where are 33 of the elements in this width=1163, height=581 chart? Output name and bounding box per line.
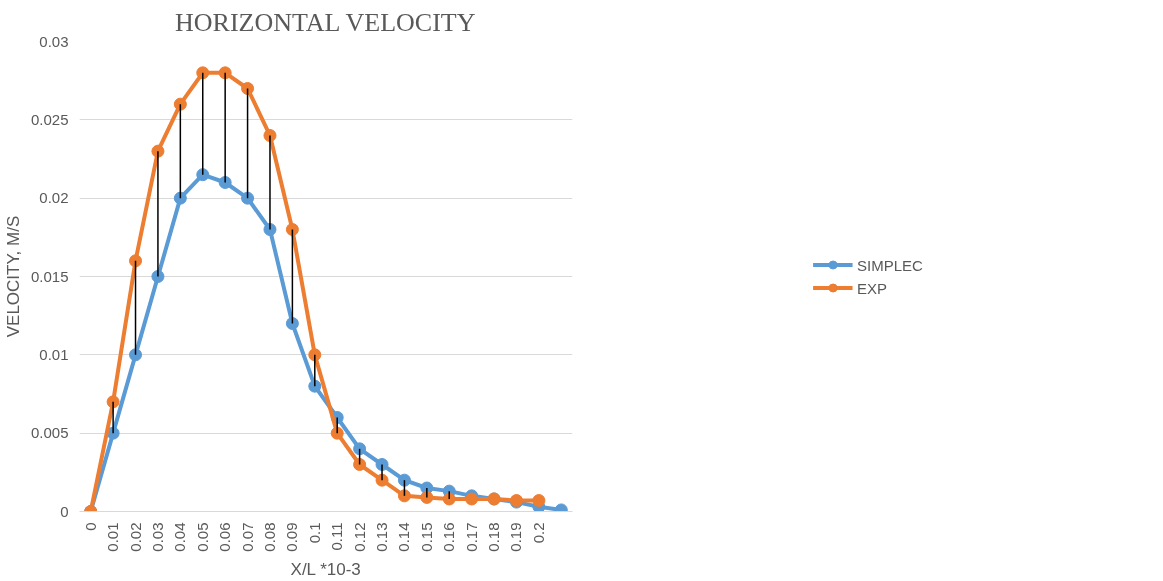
x-tick-label: 0.17	[462, 522, 480, 552]
x-tick-label: 0	[81, 522, 99, 531]
y-tick-label: 0.005	[30, 424, 69, 442]
x-axis-title: X/L *10-3	[290, 559, 361, 579]
x-tick-label: 0.18	[485, 522, 503, 552]
x-tick-label: 0.06	[216, 522, 234, 552]
y-tick-label: 0.02	[39, 189, 69, 207]
x-tick-label: 0.01	[104, 522, 122, 552]
x-tick-label: 0.16	[440, 522, 458, 552]
x-tick-label: 0.14	[395, 522, 413, 552]
x-tick-label: 0.03	[148, 522, 166, 552]
x-tick-label: 0.08	[260, 522, 278, 552]
chart-title: HORIZONTAL VELOCITY	[175, 7, 476, 37]
x-tick-label: 0.1	[305, 522, 323, 544]
x-tick-label: 0.09	[283, 522, 301, 552]
x-tick-label: 0.04	[171, 522, 189, 552]
legend-label: EXP	[857, 279, 888, 296]
y-tick-label: 0	[60, 502, 69, 520]
x-tick-label: 0.15	[417, 522, 435, 552]
y-tick-label: 0.01	[39, 345, 69, 363]
x-tick-label: 0.11	[328, 522, 346, 551]
legend-label: SIMPLEC	[857, 256, 923, 273]
x-tick-label: 0.13	[373, 522, 391, 552]
y-tick-label: 0.015	[30, 267, 69, 285]
x-tick-label: 0.02	[126, 522, 144, 552]
y-tick-label: 0.025	[30, 110, 69, 128]
x-tick-label: 0.19	[507, 522, 525, 552]
x-tick-label: 0.05	[193, 522, 211, 552]
y-axis-title: VELOCITY, M/S	[3, 215, 23, 338]
x-tick-label: 0.12	[350, 522, 368, 552]
y-tick-label: 0.03	[39, 32, 69, 50]
x-tick-label: 0.2	[529, 522, 547, 544]
x-tick-label: 0.07	[238, 522, 256, 552]
